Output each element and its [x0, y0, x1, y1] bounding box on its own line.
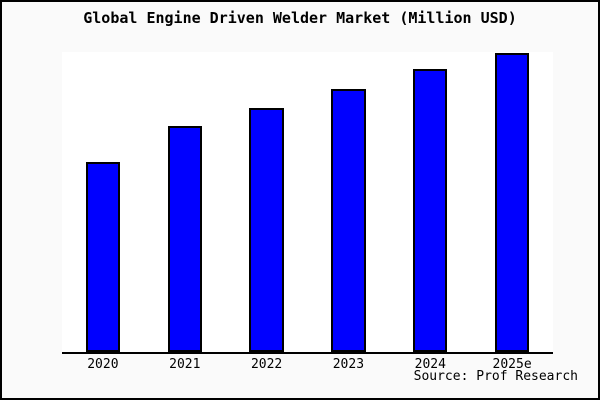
x-axis-labels: 2020 2021 2022 2023 2024 2025e	[62, 357, 553, 373]
source-note: Source: Prof Research	[413, 369, 578, 384]
plot-area	[62, 52, 553, 354]
x-tick-label-2023: 2023	[332, 357, 365, 372]
x-tick-label-2024: 2024	[414, 357, 446, 372]
bar-2023	[331, 88, 366, 352]
x-tick-label-2020: 2020	[87, 357, 119, 372]
x-tick-label-2021: 2021	[169, 357, 201, 372]
bar-2020	[85, 162, 121, 352]
bar-2021	[167, 126, 202, 352]
chart-title: Global Engine Driven Welder Market (Mill…	[83, 9, 517, 27]
x-tick-label-2022: 2022	[250, 357, 283, 372]
bar-2025e	[494, 52, 530, 352]
bar-2024	[413, 69, 448, 352]
bar-2022	[249, 107, 284, 352]
x-tick-label-2025e: 2025e	[492, 357, 532, 372]
